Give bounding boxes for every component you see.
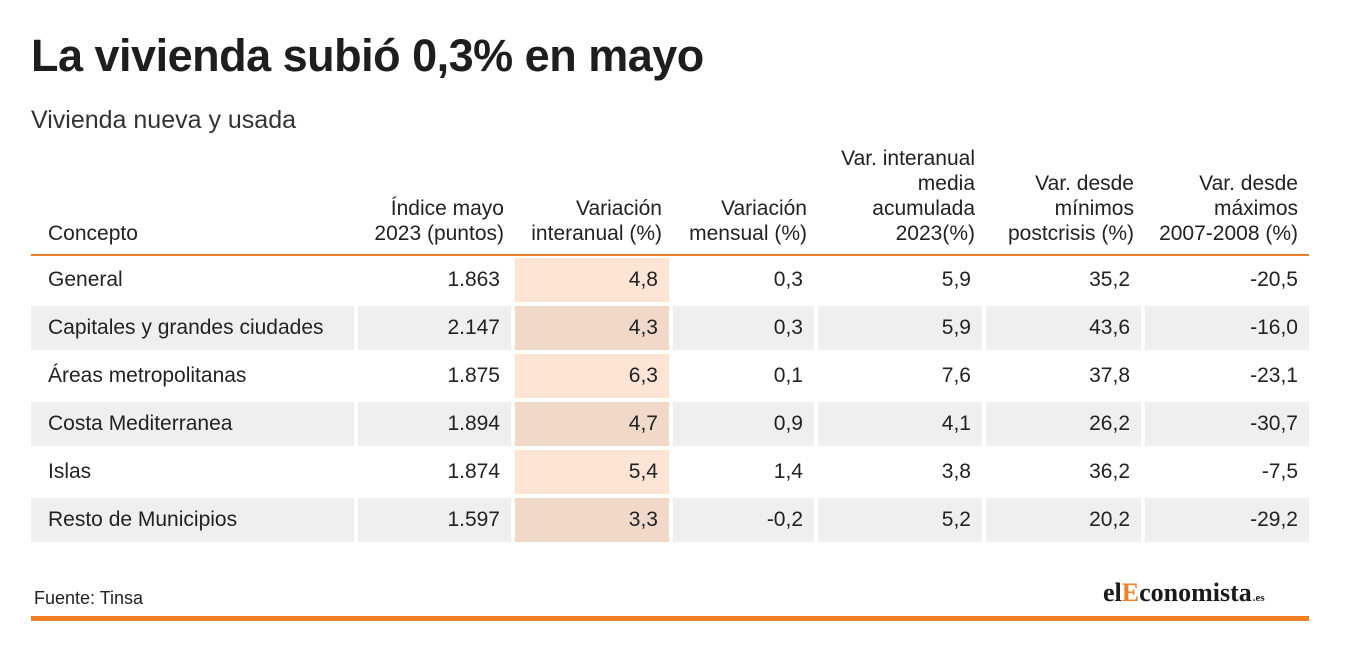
table-cell: 36,2 — [986, 450, 1145, 498]
source-note: Fuente: Tinsa — [34, 588, 144, 608]
column-header-line: Concepto — [48, 222, 138, 245]
column-header: Variación mensual (%) — [673, 146, 818, 256]
page-subtitle: Vivienda nueva y usada — [31, 106, 297, 134]
column-header-line: Var. desde — [1199, 172, 1298, 195]
table-row: Capitales y grandes ciudades 2.147 4,3 0,3 5… — [31, 306, 1309, 354]
table-cell: 43,6 — [986, 306, 1145, 354]
column-header-line: Var. interanual — [841, 147, 975, 170]
table-cell: 35,2 — [986, 256, 1145, 306]
table-cell: 1.597 — [358, 498, 515, 546]
column-header-line: 2007-2008 (%) — [1159, 222, 1298, 245]
table-cell: -7,5 — [1145, 450, 1309, 498]
table-cell: 20,2 — [986, 498, 1145, 546]
table-cell: -29,2 — [1145, 498, 1309, 546]
table-row: Áreas metropolitanas 1.875 6,3 0,1 7,6 37,8 -2… — [31, 354, 1309, 402]
column-header: Índice mayo 2023 (puntos) — [358, 146, 515, 256]
column-header-line: máximos — [1213, 197, 1298, 220]
column-header: Variación interanual (%) — [515, 146, 673, 256]
logo-part-el: el — [1103, 578, 1122, 607]
table-row: Islas 1.874 5,4 1,4 3,8 36,2 -7,5 — [31, 450, 1309, 498]
table-cell: 3,3 — [515, 498, 673, 546]
row-label-cell: Resto de Municipios — [31, 498, 358, 546]
logo-tld: .es — [1252, 592, 1265, 604]
logo-part-conomista: conomista — [1139, 578, 1252, 607]
column-header-line: acumulada — [872, 197, 975, 220]
table-cell: 2.147 — [358, 306, 515, 354]
table-cell: 6,3 — [515, 354, 673, 402]
column-header-line: 2023 (puntos) — [374, 222, 504, 245]
table-cell: 37,8 — [986, 354, 1145, 402]
table-cell: 0,9 — [673, 402, 818, 450]
row-label-cell: Islas — [31, 450, 358, 498]
table-cell: 1.894 — [358, 402, 515, 450]
column-header-line: Índice mayo — [390, 197, 504, 220]
table-cell: -23,1 — [1145, 354, 1309, 402]
table-cell: 1.875 — [358, 354, 515, 402]
logo-part-e: E — [1121, 578, 1140, 607]
table-cell: 4,7 — [515, 402, 673, 450]
table-cell: 5,4 — [515, 450, 673, 498]
table-cell: 1.863 — [358, 256, 515, 306]
table-cell: 5,2 — [818, 498, 986, 546]
column-header: Var. interanual media acumulada 2023(%) — [818, 146, 986, 256]
table-cell: 0,1 — [673, 354, 818, 402]
table-cell: 4,8 — [515, 256, 673, 306]
column-header-line: postcrisis (%) — [1007, 222, 1134, 245]
row-label-cell: Áreas metropolitanas — [31, 354, 358, 402]
column-header-line: 2023(%) — [895, 222, 975, 245]
table-cell: -30,7 — [1145, 402, 1309, 450]
table-cell: 7,6 — [818, 354, 986, 402]
table-cell: -0,2 — [673, 498, 818, 546]
table-cell: -16,0 — [1145, 306, 1309, 354]
row-label-cell: General — [31, 256, 358, 306]
column-header-line: Variación — [576, 197, 662, 220]
table-cell: 1.874 — [358, 450, 515, 498]
column-header-line: mensual (%) — [689, 222, 807, 245]
column-header: Var. desde mínimos postcrisis (%) — [986, 146, 1145, 256]
table-cell: 5,9 — [818, 306, 986, 354]
table-row: Costa Mediterranea 1.894 4,7 0,9 4,1 26,2 -30,… — [31, 402, 1309, 450]
table-cell: 0,3 — [673, 256, 818, 306]
row-label-cell: Costa Mediterranea — [31, 402, 358, 450]
column-header: Concepto — [31, 146, 358, 256]
column-header-line: media — [917, 172, 975, 195]
table-header-row: Concepto Índice mayo 2023 (puntos) Variació… — [31, 146, 1309, 256]
column-header-line: Variación — [721, 197, 807, 220]
column-header-line: mínimos — [1054, 197, 1134, 220]
table-cell: 4,1 — [818, 402, 986, 450]
table-cell: 5,9 — [818, 256, 986, 306]
column-header: Var. desde máximos 2007-2008 (%) — [1145, 146, 1309, 256]
table-cell: 1,4 — [673, 450, 818, 498]
column-header-line: Var. desde — [1035, 172, 1134, 195]
table-row: General 1.863 4,8 0,3 5,9 35,2 -20,5 — [31, 256, 1309, 306]
table-cell: 3,8 — [818, 450, 986, 498]
row-label-cell: Capitales y grandes ciudades — [31, 306, 358, 354]
table-cell: 26,2 — [986, 402, 1145, 450]
data-table: Concepto Índice mayo 2023 (puntos) Variació… — [31, 146, 1309, 546]
column-header-line: interanual (%) — [531, 222, 662, 245]
bottom-accent-bar — [31, 616, 1309, 621]
table-body: General 1.863 4,8 0,3 5,9 35,2 -20,5 Capitales … — [31, 256, 1309, 546]
table-row: Resto de Municipios 1.597 3,3 -0,2 5,2 20,2 -2… — [31, 498, 1309, 546]
table-cell: -20,5 — [1145, 256, 1309, 306]
table-cell: 0,3 — [673, 306, 818, 354]
eleconomista-logo: elEconomista.es — [1103, 578, 1265, 608]
page-title: La vivienda subió 0,3% en mayo — [31, 30, 704, 81]
table-cell: 4,3 — [515, 306, 673, 354]
